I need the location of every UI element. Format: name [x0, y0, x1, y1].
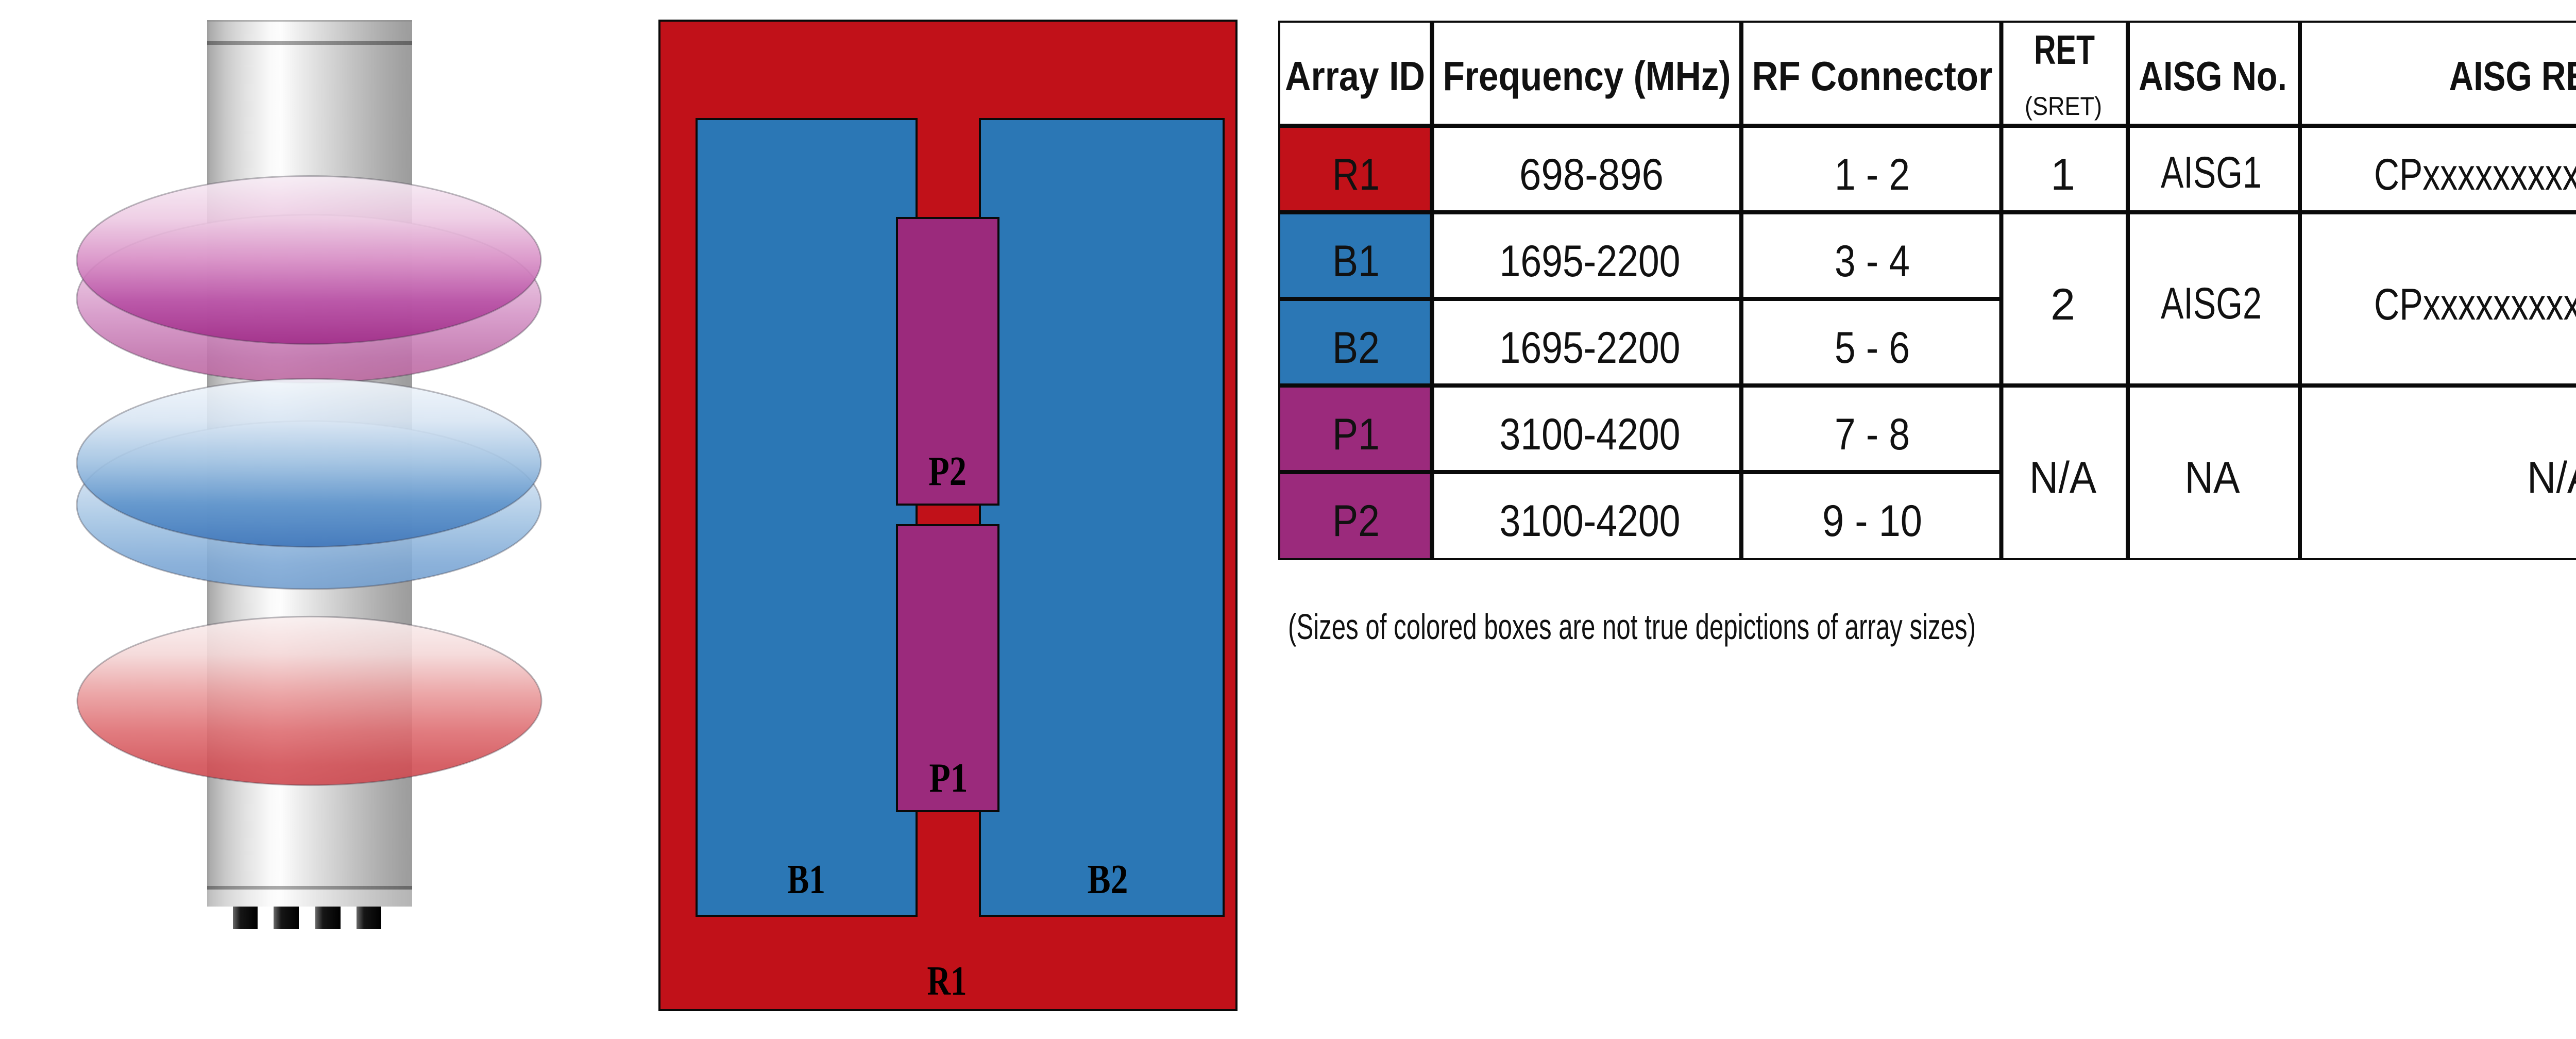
svg-text:Array ID: Array ID — [1285, 53, 1425, 99]
svg-text:1695-2200: 1695-2200 — [1500, 323, 1681, 373]
svg-text:3 - 4: 3 - 4 — [1835, 237, 1910, 286]
svg-text:1695-2200: 1695-2200 — [1500, 237, 1681, 286]
svg-text:P1: P1 — [929, 756, 968, 801]
svg-text:R1: R1 — [927, 959, 967, 1004]
svg-text:9 - 10: 9 - 10 — [1822, 496, 1922, 546]
svg-text:R1: R1 — [1332, 150, 1380, 199]
svg-text:AISG No.: AISG No. — [2139, 53, 2287, 99]
svg-text:5 - 6: 5 - 6 — [1835, 323, 1910, 373]
svg-text:B2: B2 — [1332, 323, 1380, 373]
svg-text:AISG1: AISG1 — [2161, 148, 2262, 197]
svg-text:B1: B1 — [787, 857, 825, 902]
svg-text:P1: P1 — [1332, 410, 1380, 459]
svg-text:CPxxxxxxxxxxxxxxxxB1: CPxxxxxxxxxxxxxxxxB1 — [2374, 280, 2576, 329]
svg-text:3100-4200: 3100-4200 — [1500, 496, 1681, 546]
svg-text:AISG RET UID: AISG RET UID — [2449, 53, 2576, 99]
svg-text:CPxxxxxxxxxxxxxxxxR1: CPxxxxxxxxxxxxxxxxR1 — [2374, 150, 2576, 199]
svg-text:N/A: N/A — [2029, 453, 2097, 502]
svg-text:P2: P2 — [928, 449, 967, 494]
svg-text:698-896: 698-896 — [1519, 150, 1664, 199]
svg-text:(Sizes of colored boxes are no: (Sizes of colored boxes are not true dep… — [1288, 607, 1976, 647]
svg-text:P2: P2 — [1332, 496, 1380, 546]
svg-text:7 - 8: 7 - 8 — [1835, 410, 1910, 459]
svg-text:1: 1 — [2050, 150, 2075, 199]
svg-text:N/A: N/A — [2527, 453, 2576, 502]
svg-text:B1: B1 — [1332, 237, 1380, 286]
svg-text:RF Connector: RF Connector — [1752, 53, 1993, 99]
svg-text:(SRET): (SRET) — [2025, 92, 2102, 121]
svg-text:1 - 2: 1 - 2 — [1835, 150, 1910, 199]
svg-text:AISG2: AISG2 — [2161, 279, 2262, 328]
svg-text:B2: B2 — [1088, 857, 1128, 902]
svg-text:Frequency (MHz): Frequency (MHz) — [1443, 53, 1731, 99]
svg-text:NA: NA — [2185, 453, 2241, 502]
svg-text:RET: RET — [2034, 27, 2095, 73]
svg-text:3100-4200: 3100-4200 — [1500, 410, 1681, 459]
svg-text:2: 2 — [2050, 280, 2075, 329]
